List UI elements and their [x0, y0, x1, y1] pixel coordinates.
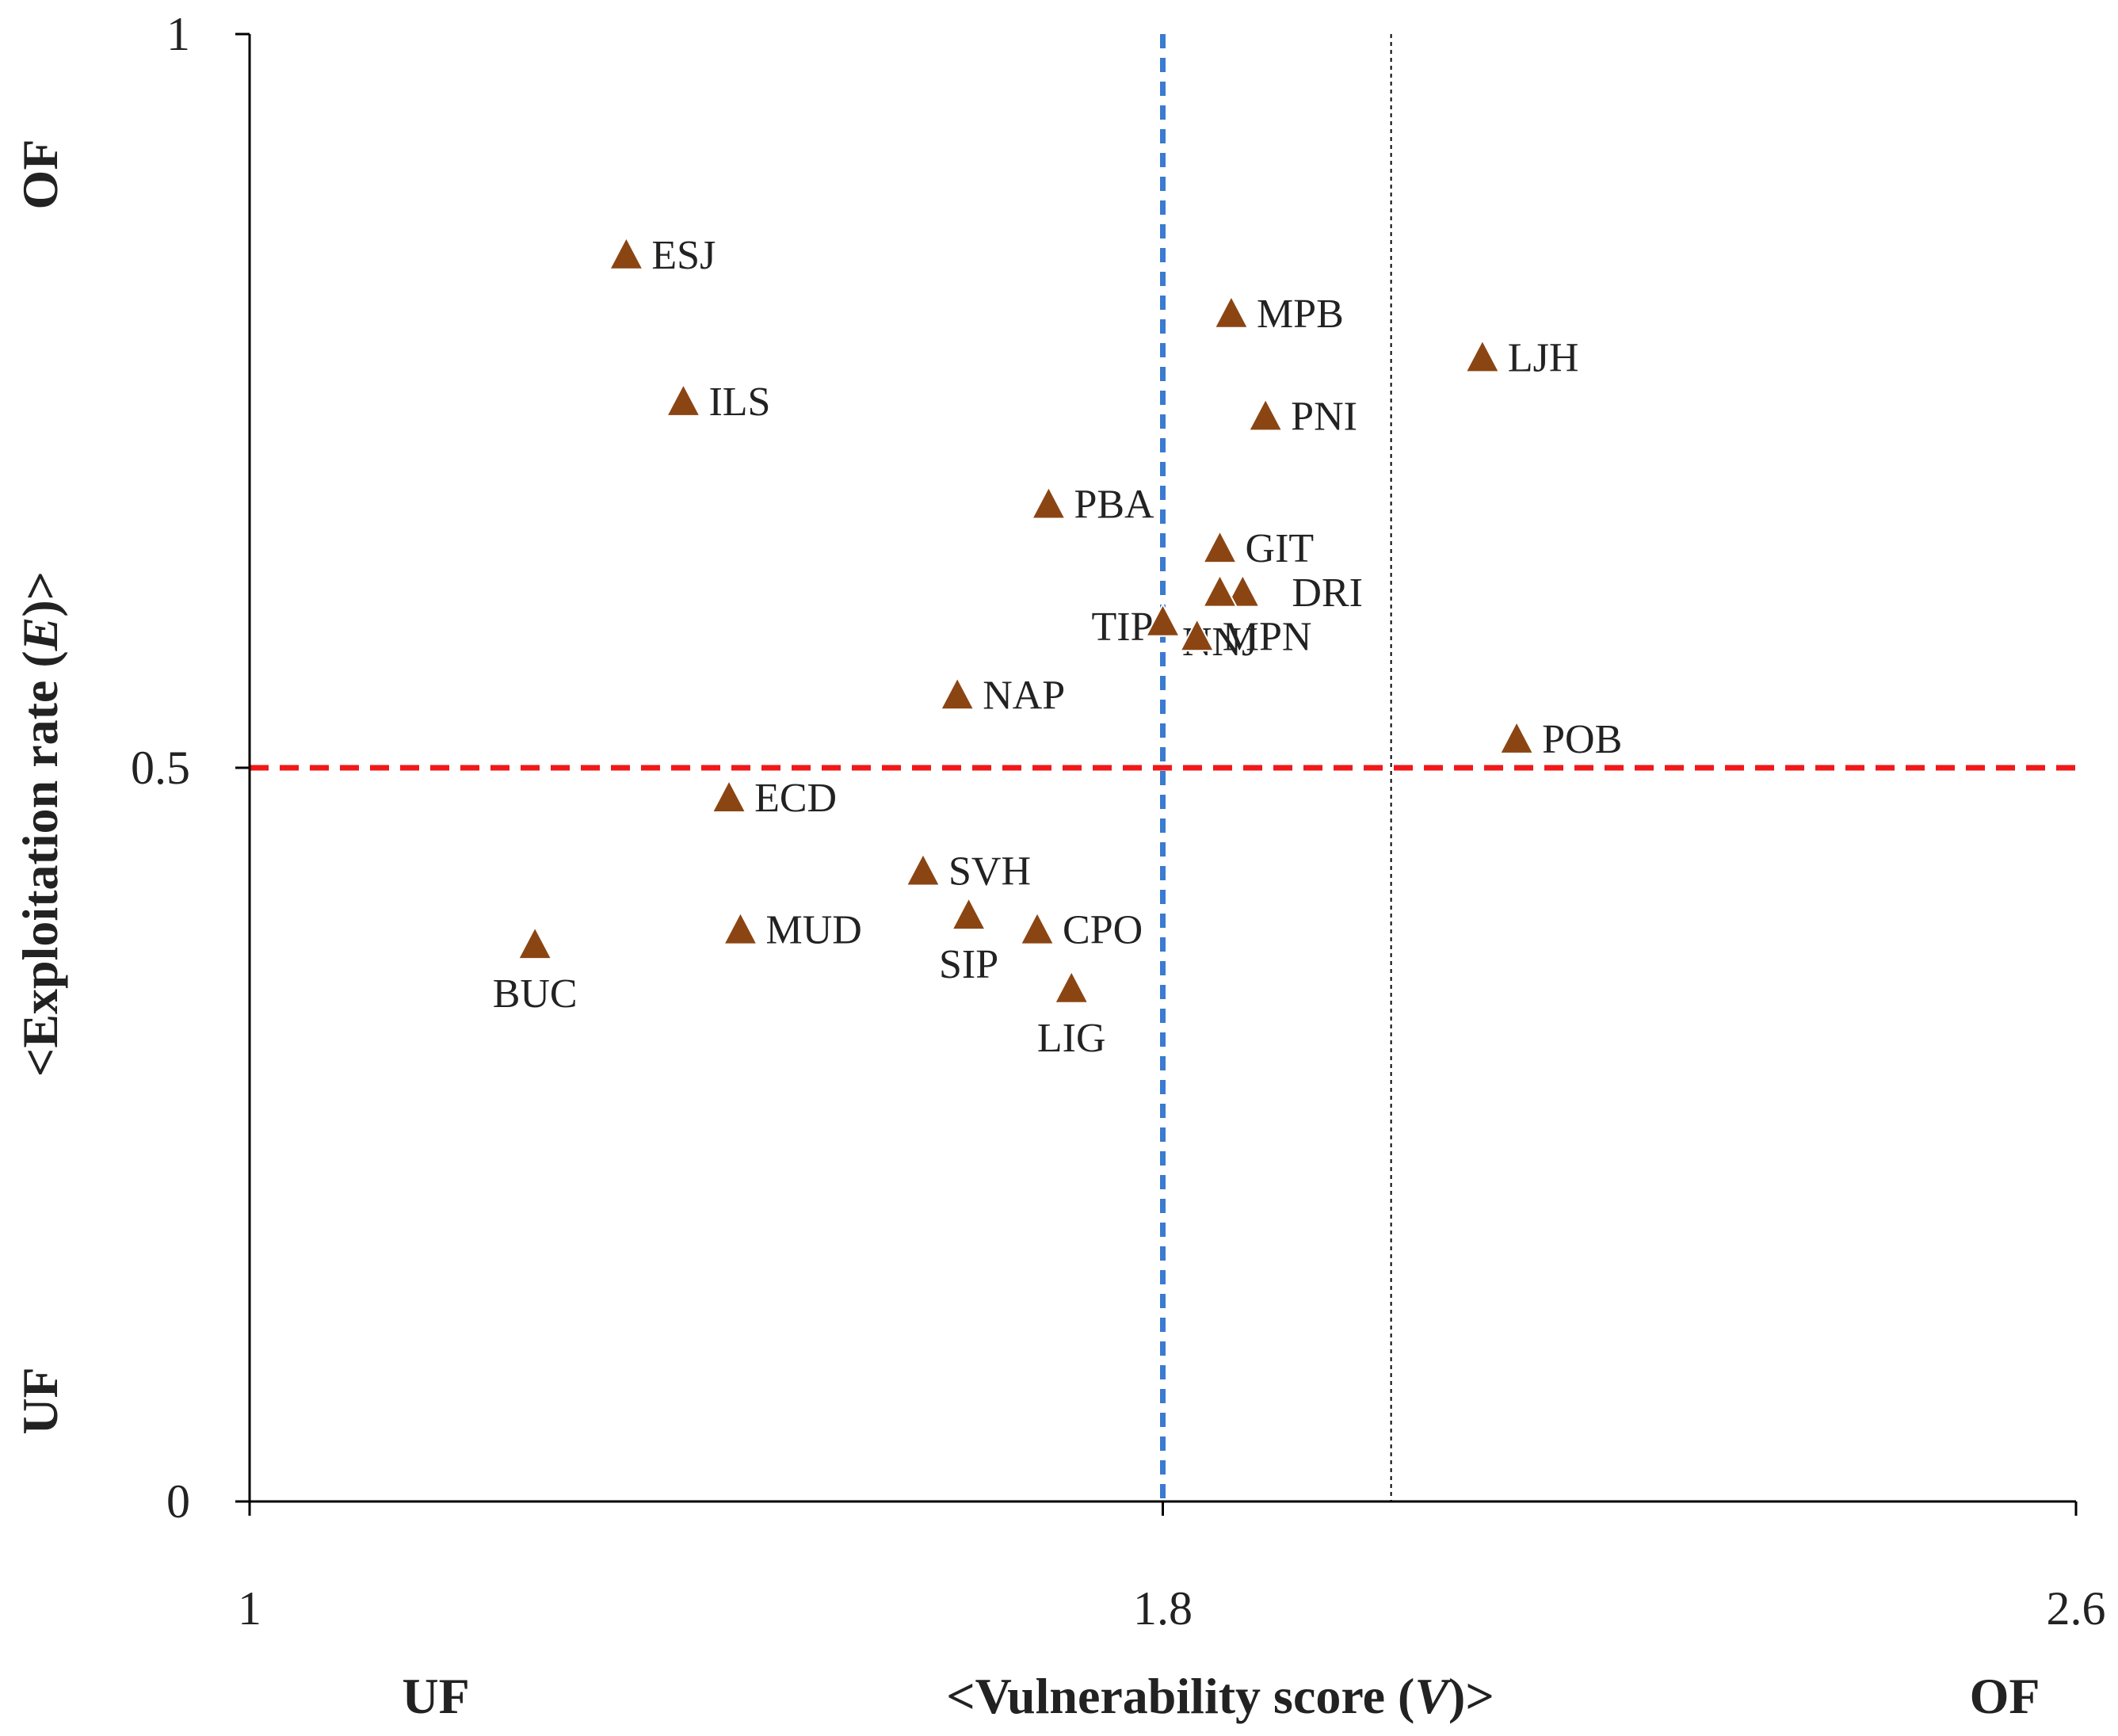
triangle-marker	[950, 896, 987, 931]
axes	[235, 32, 2078, 1516]
triangle-marker	[1144, 602, 1181, 637]
data-point: SVH	[905, 849, 1031, 895]
x-axis-title-suffix: )>	[1448, 1668, 1494, 1724]
x-axis-title: <Vulnerability score (V)>	[946, 1668, 1494, 1724]
data-point: DRI	[1224, 570, 1363, 616]
x-region-label-low: UF	[402, 1668, 469, 1724]
triangle-marker	[1224, 573, 1261, 608]
point-label: BUC	[493, 971, 578, 1017]
data-point: PBA	[1030, 483, 1154, 528]
data-point: SIP	[939, 896, 998, 987]
data-point: LJH	[1464, 335, 1579, 380]
x-axis-title-variable: V	[1414, 1668, 1452, 1724]
point-label: ESJ	[651, 233, 716, 278]
point-label: POB	[1542, 717, 1622, 762]
point-label: LIG	[1037, 1016, 1106, 1061]
point-label: GIT	[1246, 526, 1315, 571]
point-label: ECD	[754, 776, 837, 821]
data-point: GIT	[1201, 526, 1315, 571]
y-axis-title: <Exploitation rate (E)>	[12, 571, 68, 1077]
point-label: NAP	[983, 673, 1065, 718]
triangle-marker	[905, 852, 941, 887]
triangle-marker	[1498, 719, 1535, 754]
triangle-marker	[1179, 617, 1215, 652]
y-axis-title-suffix: )>	[12, 571, 68, 617]
tick-labels: 1 1.8 2.6 0 0.5 1	[131, 8, 2106, 1635]
point-label: MUD	[765, 908, 861, 953]
triangle-marker	[1030, 485, 1067, 520]
point-label: SVH	[948, 849, 1031, 895]
point-label: ILS	[708, 380, 770, 425]
triangle-marker	[665, 382, 702, 417]
x-tick-label: 2.6	[2047, 1582, 2106, 1635]
data-point: ILS	[665, 380, 770, 425]
triangle-marker	[517, 925, 553, 960]
point-label: MPN	[1223, 614, 1312, 659]
x-region-label-high: OF	[1970, 1668, 2040, 1724]
data-point: POB	[1498, 717, 1622, 762]
data-point: ESJ	[608, 233, 716, 278]
x-axis-title-prefix: <Vulnerability score (	[946, 1668, 1414, 1724]
y-region-label-low: UF	[12, 1367, 68, 1434]
point-label: PNI	[1291, 395, 1357, 440]
triangle-marker	[1053, 969, 1090, 1004]
data-point: PNI	[1247, 395, 1357, 440]
y-axis-title-prefix: <Exploitation rate (	[12, 651, 68, 1077]
triangle-marker	[1201, 573, 1238, 608]
point-label: SIP	[939, 942, 998, 987]
point-label: CPO	[1063, 908, 1143, 953]
point-label: PBA	[1074, 483, 1154, 528]
y-region-label-high: OF	[12, 139, 68, 210]
y-axis-title-variable: E	[12, 617, 68, 652]
data-point: MPN	[1179, 614, 1312, 659]
triangle-marker	[1247, 397, 1284, 432]
data-point: ECD	[711, 776, 837, 821]
data-point: MUD	[722, 908, 862, 953]
triangle-marker	[1464, 338, 1501, 373]
data-point: CPO	[1019, 908, 1143, 953]
point-label: TIP	[1092, 605, 1154, 650]
data-point: MPB	[1213, 292, 1344, 337]
data-point: LIG	[1037, 969, 1106, 1061]
triangle-marker	[1019, 910, 1055, 945]
x-tick-label: 1.8	[1133, 1582, 1193, 1635]
triangle-marker	[1213, 294, 1250, 329]
point-label: DRI	[1292, 570, 1363, 616]
y-tick-label: 0	[166, 1475, 190, 1528]
triangle-marker	[722, 910, 759, 945]
data-point: NAP	[939, 673, 1065, 718]
y-tick-label: 0.5	[131, 742, 190, 794]
point-label: MPB	[1257, 292, 1344, 337]
reference-lines	[250, 34, 2076, 1501]
point-label: LJH	[1508, 335, 1579, 380]
y-tick-label: 1	[166, 8, 190, 60]
data-point: BUC	[493, 925, 578, 1017]
triangle-marker	[1201, 529, 1238, 564]
data-point: TIP	[1092, 602, 1181, 650]
triangle-marker	[608, 235, 645, 270]
triangle-marker	[939, 676, 975, 711]
triangle-marker	[711, 778, 747, 813]
x-tick-label: 1	[238, 1582, 261, 1635]
